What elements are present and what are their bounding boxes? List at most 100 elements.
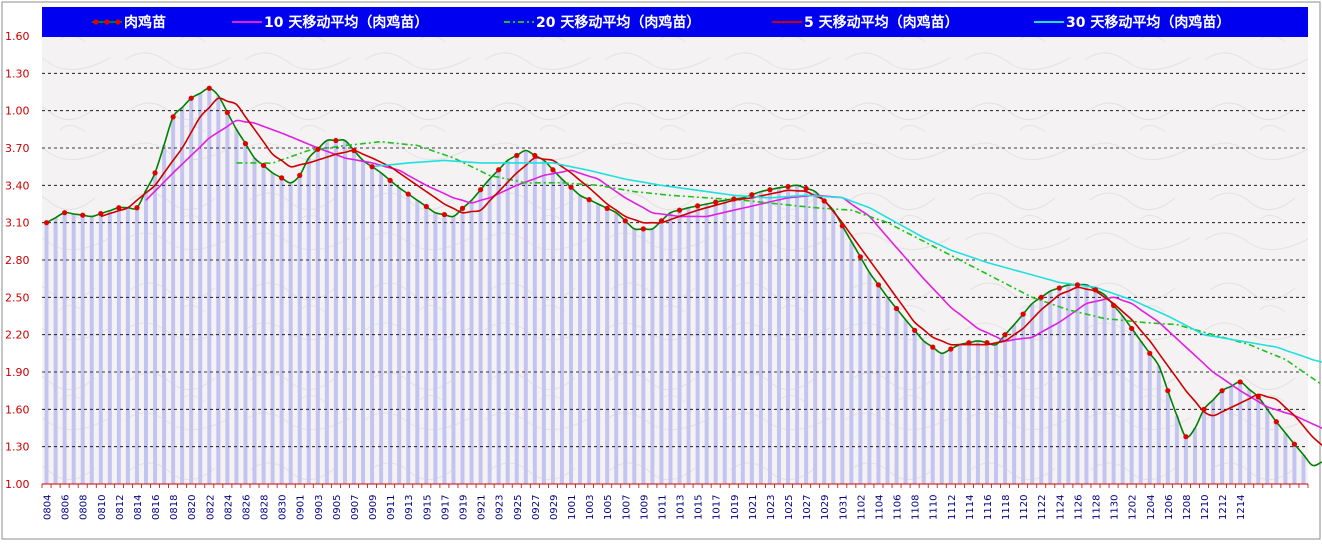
value-bar [397, 188, 401, 484]
value-bar [732, 199, 736, 484]
x-tick-label: 1108 [911, 495, 922, 520]
data-point-marker [1256, 394, 1261, 399]
value-bar [370, 167, 374, 484]
x-tick-label: 0806 [61, 495, 72, 520]
value-bar [614, 213, 618, 484]
data-point-marker [1057, 285, 1062, 290]
value-bar [1193, 428, 1197, 484]
value-bar [1184, 437, 1188, 484]
value-bar [307, 158, 311, 484]
data-point-marker [388, 178, 393, 183]
value-bar [316, 149, 320, 484]
x-tick-label: 1128 [1091, 495, 1102, 520]
value-bar [406, 194, 410, 484]
value-bar [994, 345, 998, 484]
data-point-marker [894, 306, 899, 311]
x-tick-label: 0925 [513, 495, 524, 520]
value-bar [1301, 455, 1305, 484]
data-point-marker [315, 147, 320, 152]
value-bar [840, 226, 844, 484]
y-tick-label: 3.10 [5, 217, 30, 230]
value-bar [587, 200, 591, 484]
y-tick-label: 2.80 [5, 254, 30, 267]
data-point-marker [858, 254, 863, 259]
legend-swatch-marker [104, 19, 109, 24]
data-point-marker [1274, 419, 1279, 424]
data-point-marker [1219, 388, 1224, 393]
value-bar [144, 190, 148, 484]
value-bar [696, 206, 700, 484]
x-tick-label: 1124 [1055, 495, 1066, 520]
data-point-marker [822, 198, 827, 203]
data-point-marker [767, 187, 772, 192]
y-tick-label: 2.20 [5, 329, 30, 342]
data-point-marker [351, 148, 356, 153]
value-bar [488, 179, 492, 484]
value-bar [325, 141, 329, 484]
x-tick-label: 0814 [133, 495, 144, 520]
y-tick-label: 1.00 [5, 105, 30, 118]
value-bar [705, 204, 709, 484]
data-point-marker [406, 191, 411, 196]
value-bar [876, 285, 880, 484]
data-point-marker [514, 153, 519, 158]
data-point-marker [297, 173, 302, 178]
value-bar [940, 353, 944, 484]
x-tick-label: 0810 [97, 495, 108, 520]
x-tick-label: 0921 [477, 495, 488, 520]
x-tick-label: 1023 [766, 495, 777, 520]
data-point-marker [1292, 442, 1297, 447]
value-bar [813, 192, 817, 484]
data-point-marker [80, 213, 85, 218]
value-bar [117, 208, 121, 484]
value-bar [723, 200, 727, 484]
x-tick-label: 0905 [332, 495, 343, 520]
x-tick-label: 1120 [1019, 495, 1030, 520]
x-tick-label: 1104 [874, 495, 885, 520]
data-point-marker [1129, 326, 1134, 331]
value-bar [352, 150, 356, 484]
value-bar [289, 183, 293, 484]
legend-label: 30 天移动平均（肉鸡苗） [1066, 14, 1230, 31]
value-bar [1112, 305, 1116, 484]
data-point-marker [134, 205, 139, 210]
value-bar [153, 173, 157, 484]
value-bar [985, 343, 989, 484]
x-tick-label: 1021 [748, 495, 759, 520]
value-bar [741, 198, 745, 484]
x-tick-label: 1202 [1128, 495, 1139, 520]
data-point-marker [840, 223, 845, 228]
value-bar [126, 208, 130, 484]
value-bar [605, 208, 609, 484]
value-bar [786, 187, 790, 484]
value-bar [234, 129, 238, 484]
y-tick-label: 1.60 [5, 403, 30, 416]
data-point-marker [460, 206, 465, 211]
value-bar [714, 202, 718, 484]
y-tick-label: 1.00 [5, 478, 30, 491]
x-tick-label: 0923 [495, 495, 506, 520]
x-tick-label: 0804 [43, 495, 54, 520]
value-bar [958, 345, 962, 484]
value-bar [198, 93, 202, 484]
value-bar [343, 141, 347, 484]
value-bar [424, 206, 428, 484]
x-tick-label: 0911 [386, 495, 397, 520]
value-bar [162, 145, 166, 484]
value-bar [298, 175, 302, 484]
data-point-marker [369, 164, 374, 169]
value-bar [1220, 391, 1224, 484]
value-bar [433, 213, 437, 484]
x-tick-label: 0929 [549, 495, 560, 520]
value-bar [479, 190, 483, 484]
x-tick-label: 1208 [1182, 495, 1193, 520]
value-bar [1211, 400, 1215, 484]
value-bar [596, 204, 600, 484]
data-point-marker [966, 340, 971, 345]
legend-label: 5 天移动平均（肉鸡苗） [804, 14, 959, 31]
value-bar [668, 213, 672, 484]
x-tick-label: 0903 [314, 495, 325, 520]
x-tick-label: 0919 [458, 495, 469, 520]
x-tick-label: 1116 [983, 495, 994, 520]
x-tick-label: 0812 [115, 495, 126, 520]
